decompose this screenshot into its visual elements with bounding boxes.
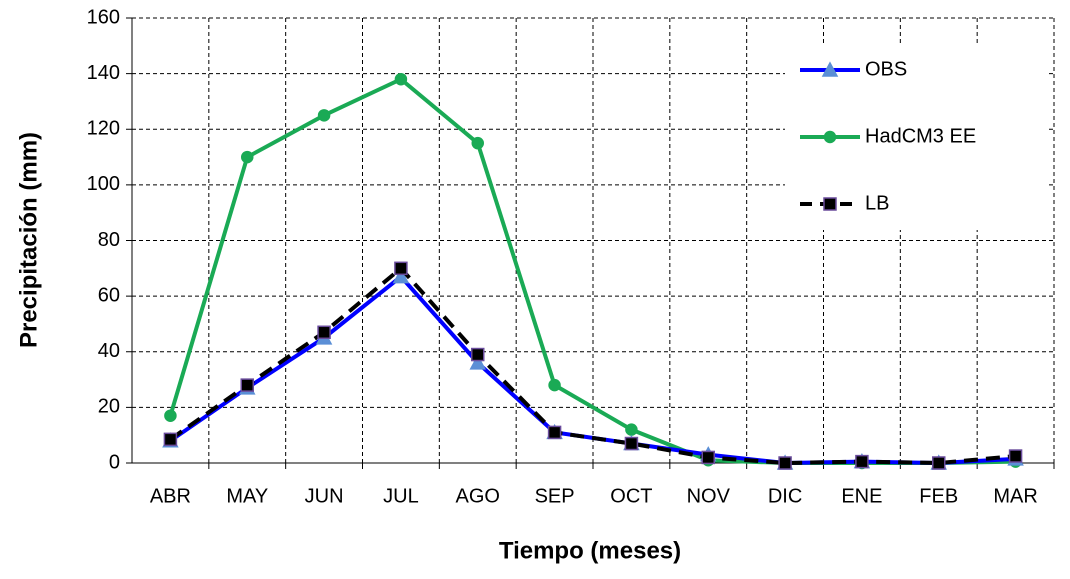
marker	[932, 456, 946, 470]
x-tick-label: JUL	[383, 485, 419, 507]
marker	[471, 347, 485, 362]
marker	[394, 261, 408, 276]
series-line	[169, 265, 1016, 466]
marker	[624, 436, 639, 451]
x-tick-label: ENE	[841, 485, 882, 507]
marker	[625, 423, 638, 436]
legend-label: HadCM3 EE	[865, 125, 976, 147]
x-tick-label: MAY	[226, 485, 268, 507]
x-tick-label: DIC	[768, 485, 802, 507]
marker	[164, 409, 177, 422]
marker	[392, 268, 410, 284]
x-tick-label: ABR	[150, 485, 191, 507]
legend-label: LB	[865, 192, 889, 214]
x-tick-label: SEP	[535, 485, 575, 507]
x-tick-label: JUN	[305, 485, 344, 507]
marker	[821, 61, 839, 77]
marker	[701, 450, 715, 465]
marker	[823, 130, 837, 144]
marker	[471, 136, 484, 150]
y-tick-label: 20	[98, 396, 120, 418]
x-axis-label: Tiempo (meses)	[499, 537, 681, 564]
marker	[394, 72, 408, 86]
y-tick-label: 80	[98, 229, 120, 251]
marker	[1008, 449, 1023, 463]
y-tick-label: 60	[98, 284, 120, 306]
x-tick-label: FEB	[919, 485, 958, 507]
marker	[317, 325, 331, 340]
marker	[855, 454, 869, 469]
y-tick-label: 0	[109, 451, 120, 473]
x-tick-label: MAR	[993, 485, 1037, 507]
marker	[469, 354, 487, 370]
y-tick-label: 100	[87, 173, 120, 195]
marker	[778, 456, 792, 470]
marker	[547, 425, 562, 440]
y-tick-label: 120	[87, 118, 120, 140]
marker	[241, 150, 254, 164]
x-tick-label: AGO	[456, 485, 500, 507]
x-tick-label: NOV	[687, 485, 731, 507]
marker	[548, 378, 561, 392]
marker	[240, 378, 254, 392]
y-tick-label: 40	[98, 340, 120, 362]
y-tick-label: 140	[87, 62, 120, 84]
marker	[823, 197, 837, 211]
y-tick-label: 160	[87, 6, 120, 28]
legend-label: OBS	[865, 58, 907, 80]
y-axis-label: Precipitación (mm)	[15, 132, 42, 348]
x-tick-label: OCT	[610, 485, 652, 507]
marker	[317, 109, 331, 122]
marker	[163, 432, 178, 447]
